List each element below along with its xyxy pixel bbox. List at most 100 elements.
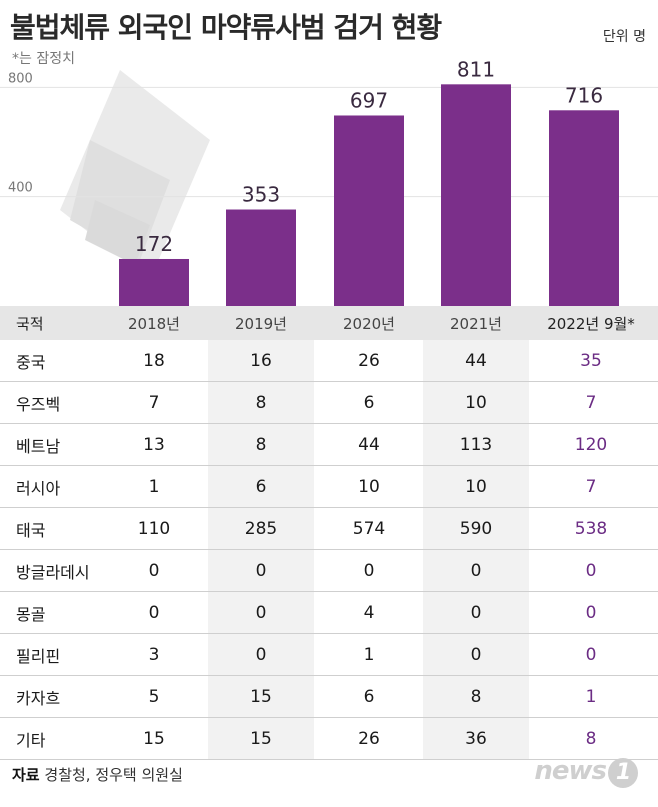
value-cell: 10: [423, 466, 529, 508]
country-cell: 기타: [16, 731, 46, 750]
value-cell: 6: [363, 687, 375, 707]
bar-value-label: 811: [457, 60, 495, 81]
value-cell: 0: [423, 592, 529, 634]
logo-text: news: [534, 756, 607, 786]
value-cell: 7: [585, 477, 597, 497]
value-cell: 0: [585, 645, 597, 665]
bar-value-label: 353: [242, 183, 280, 207]
value-cell: 5: [148, 687, 160, 707]
grid-lines: 400 800: [0, 71, 658, 198]
value-cell: 0: [423, 550, 529, 592]
country-cell: 중국: [16, 353, 46, 372]
header-year-2019: 2019년: [235, 314, 287, 333]
value-cell: 0: [585, 561, 597, 581]
bag-decoration: [60, 70, 210, 280]
value-cell: 13: [143, 435, 165, 455]
value-cell: 8: [208, 382, 314, 424]
bars-group: 172 353 697 811 716: [119, 60, 619, 306]
table-row: 몽골 0 0 4 0 0: [0, 592, 658, 634]
value-cell: 574: [352, 519, 386, 539]
country-cell: 방글라데시: [16, 563, 90, 582]
header-year-2018: 2018년: [128, 314, 180, 333]
country-cell: 필리핀: [16, 647, 61, 666]
source-text: 경찰청, 정우택 의원실: [44, 766, 183, 784]
value-cell: 10: [358, 477, 380, 497]
bar: [549, 110, 619, 306]
table-row: 중국 18 16 26 44 35: [0, 340, 658, 382]
country-cell: 태국: [16, 521, 46, 540]
provisional-note: *는 잠정치: [12, 51, 75, 67]
value-cell: 0: [148, 561, 160, 581]
value-cell: 7: [585, 393, 597, 413]
value-cell: 1: [363, 645, 375, 665]
table-row: 러시아 1 6 10 10 7: [0, 466, 658, 508]
news1-logo: news 1: [534, 756, 638, 788]
value-cell: 8: [423, 676, 529, 718]
value-cell: 15: [208, 676, 314, 718]
value-cell: 44: [358, 435, 380, 455]
header-year-2021: 2021년: [450, 314, 502, 333]
bar-chart: 400 800 172 353 697 811 716: [0, 60, 658, 306]
value-cell: 15: [208, 718, 314, 760]
bar-value-label: 172: [135, 232, 173, 256]
value-cell: 4: [363, 603, 375, 623]
bar-value-label: 697: [350, 88, 388, 112]
value-cell: 1: [148, 477, 160, 497]
data-table: 국적 2018년 2019년 2020년 2021년 2022년 9월* 중국 1…: [0, 306, 658, 760]
value-cell: 15: [143, 729, 165, 749]
value-cell: 26: [358, 351, 380, 371]
source-line: 자료 경찰청, 정우택 의원실: [12, 764, 183, 785]
value-cell: 590: [423, 508, 529, 550]
header-year-2022: 2022년 9월*: [547, 314, 635, 333]
bar: [334, 115, 404, 306]
value-cell: 26: [358, 729, 380, 749]
value-cell: 0: [208, 592, 314, 634]
value-cell: 0: [423, 634, 529, 676]
value-cell: 7: [148, 393, 160, 413]
country-cell: 카자흐: [16, 689, 61, 708]
y-tick-label: 800: [8, 71, 33, 86]
value-cell: 8: [208, 424, 314, 466]
value-cell: 6: [208, 466, 314, 508]
table-row: 카자흐 5 15 6 8 1: [0, 676, 658, 718]
value-cell: 36: [423, 718, 529, 760]
table-header-row: 국적 2018년 2019년 2020년 2021년 2022년 9월*: [0, 306, 658, 340]
table-row: 기타 15 15 26 36 8: [0, 718, 658, 760]
value-cell: 285: [208, 508, 314, 550]
unit-label: 단위 명: [602, 29, 646, 45]
value-cell: 538: [574, 519, 608, 539]
logo-number: 1: [608, 758, 638, 788]
value-cell: 35: [580, 351, 602, 371]
value-cell: 113: [423, 424, 529, 466]
value-cell: 1: [585, 687, 597, 707]
value-cell: 120: [574, 435, 608, 455]
bar-value-label: 716: [565, 83, 603, 107]
value-cell: 10: [423, 382, 529, 424]
value-cell: 110: [137, 519, 171, 539]
table-row: 태국 110 285 574 590 538: [0, 508, 658, 550]
table-row: 우즈벡 7 8 6 10 7: [0, 382, 658, 424]
header-year-2020: 2020년: [343, 314, 395, 333]
table-row: 방글라데시 0 0 0 0 0: [0, 550, 658, 592]
source-label: 자료: [12, 766, 40, 784]
value-cell: 16: [208, 340, 314, 382]
bar: [119, 258, 189, 306]
page-title: 불법체류 외국인 마약류사범 검거 현황: [10, 11, 442, 44]
table-row: 필리핀 3 0 1 0 0: [0, 634, 658, 676]
value-cell: 18: [143, 351, 165, 371]
value-cell: 3: [148, 645, 160, 665]
value-cell: 44: [423, 340, 529, 382]
bar: [441, 84, 511, 306]
country-cell: 몽골: [16, 605, 46, 624]
value-cell: 0: [363, 561, 375, 581]
country-cell: 러시아: [16, 479, 61, 498]
header-country: 국적: [16, 314, 44, 333]
table-row: 베트남 13 8 44 113 120: [0, 424, 658, 466]
value-cell: 0: [148, 603, 160, 623]
country-cell: 우즈벡: [16, 395, 61, 414]
value-cell: 0: [208, 634, 314, 676]
value-cell: 0: [208, 550, 314, 592]
y-tick-label: 400: [8, 181, 33, 196]
value-cell: 6: [363, 393, 375, 413]
country-cell: 베트남: [16, 437, 61, 456]
